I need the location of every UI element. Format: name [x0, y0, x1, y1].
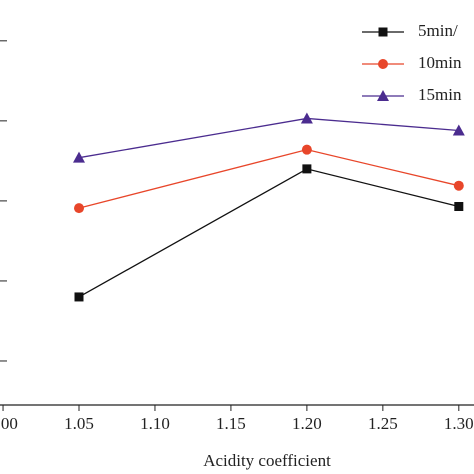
marker: [301, 144, 312, 155]
x-tick-label: 1.00: [0, 414, 18, 433]
series-line: [78, 117, 459, 159]
legend-label: 10min: [418, 53, 462, 72]
marker: [453, 180, 464, 191]
legend-marker: [377, 90, 389, 101]
marker: [454, 202, 464, 212]
legend-label: 15min: [418, 85, 462, 104]
x-axis-title: Acidity coefficient: [203, 451, 331, 470]
legend-label: 5min/: [418, 21, 458, 40]
series-line: [78, 149, 459, 209]
x-tick-label: 1.05: [64, 414, 94, 433]
marker: [300, 112, 313, 124]
marker: [452, 124, 465, 136]
marker: [73, 151, 85, 163]
marker: [74, 203, 84, 214]
marker: [74, 292, 84, 302]
x-tick-label: 1.15: [216, 414, 246, 433]
legend-marker: [378, 27, 388, 37]
x-tick-label: 1.30: [444, 414, 474, 433]
x-tick-label: 1.10: [140, 414, 170, 433]
series-line: [78, 168, 459, 298]
marker: [302, 164, 312, 174]
legend-marker: [378, 59, 388, 69]
x-tick-label: 1.25: [368, 414, 398, 433]
x-tick-label: 1.20: [292, 414, 322, 433]
